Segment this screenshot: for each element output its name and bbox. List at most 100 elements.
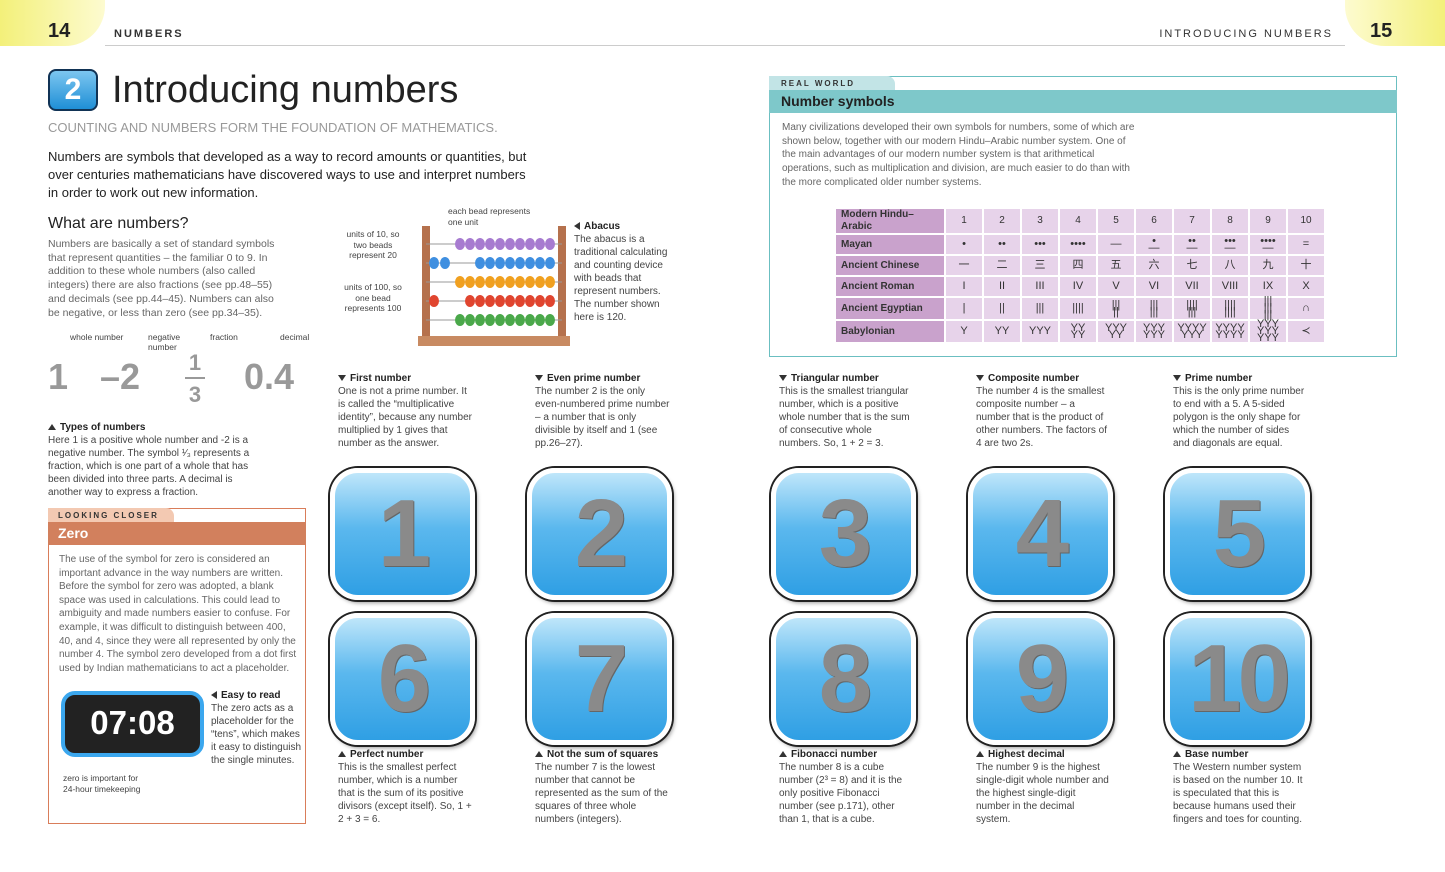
real-world-box: REAL WORLD Number symbols Many civilizat… [769, 76, 1397, 357]
table-cell: YY YY [1060, 321, 1096, 342]
table-cell: 5 [1098, 209, 1134, 233]
table-cell: 三 [1022, 256, 1058, 275]
table-cell: 6 [1136, 209, 1172, 233]
bead [485, 276, 495, 288]
number-card: 8 [771, 613, 916, 745]
table-cell: 八 [1212, 256, 1248, 275]
table-cell: ||| [1022, 298, 1058, 319]
icon [535, 751, 543, 758]
title: Introducing numbers [112, 69, 459, 111]
caption-text: This is the smallest perfect number, whi… [338, 762, 472, 825]
caption: Not the sum of squares The number 7 is th… [535, 748, 670, 826]
card-digit: 9 [1015, 625, 1069, 732]
icon [779, 375, 787, 382]
bead [535, 295, 545, 307]
table-cell: — [1098, 235, 1134, 254]
page-number: 14 [48, 20, 71, 42]
bead [495, 276, 505, 288]
table-cell: 四 [1060, 256, 1096, 275]
card-digit: 6 [377, 625, 431, 732]
table-cell: 1 [946, 209, 982, 233]
table-cell: Y [946, 321, 982, 342]
icon [574, 222, 580, 231]
bead [495, 295, 505, 307]
page-tab [0, 0, 105, 46]
table-cell: 十 [1288, 256, 1324, 275]
table-cell: 一 [946, 256, 982, 275]
table-cell: Mayan [836, 235, 944, 254]
table-cell: IV [1060, 277, 1096, 296]
caption: Perfect number This is the smallest perfe… [338, 748, 473, 826]
table-cell: Modern Hindu–Arabic [836, 209, 944, 233]
table-cell: || [984, 298, 1020, 319]
table-row: Modern Hindu–Arabic 1 2 3 4 5 6 7 8 9 10 [836, 209, 1324, 233]
icon [976, 375, 984, 382]
number-symbol: 1 [48, 356, 69, 397]
bead [545, 295, 555, 307]
denominator: 3 [188, 382, 202, 407]
bead [505, 257, 515, 269]
table-cell: • — [1136, 235, 1172, 254]
icon [976, 751, 984, 758]
box-title: Zero [48, 522, 306, 545]
table-cell: ||| || [1098, 298, 1134, 319]
table-cell: •• — [1174, 235, 1210, 254]
table-cell: = [1288, 235, 1324, 254]
caption: Base number The Western number system is … [1173, 748, 1308, 826]
chapter-badge: 2 [48, 69, 98, 111]
bead [440, 257, 450, 269]
heading: What are numbers? [48, 215, 189, 232]
label: fraction [210, 332, 238, 342]
bead [485, 295, 495, 307]
bead [535, 276, 545, 288]
table-cell: | [946, 298, 982, 319]
caption-text: This is the smallest triangular number, … [779, 386, 910, 449]
bead [475, 257, 485, 269]
bead [429, 295, 439, 307]
table-cell: YYY [1022, 321, 1058, 342]
table-cell: IX [1250, 277, 1286, 296]
table-cell: 8 [1212, 209, 1248, 233]
icon [338, 751, 346, 758]
bead [475, 238, 485, 250]
icon [1173, 751, 1181, 758]
caption-title: Abacus [584, 221, 621, 232]
bead [495, 314, 505, 326]
box-tag: REAL WORLD [769, 76, 895, 90]
bead [515, 314, 525, 326]
table-cell: 3 [1022, 209, 1058, 233]
table-cell: 10 [1288, 209, 1324, 233]
number-card: 4 [968, 468, 1113, 600]
table-cell: ∩ [1288, 298, 1324, 319]
caption-title: Triangular number [791, 373, 879, 384]
number-symbol: 0.4 [244, 356, 295, 397]
number-card: 2 [527, 468, 672, 600]
bead [505, 295, 515, 307]
table-cell: I [946, 277, 982, 296]
caption: Highest decimal The number 9 is the highe… [976, 748, 1111, 826]
table-cell: VIII [1212, 277, 1248, 296]
label: decimal [280, 332, 310, 342]
table-cell: YYY YY [1098, 321, 1134, 342]
intro: Numbers are symbols that developed as a … [48, 149, 527, 200]
caption: Even prime number The number 2 is the onl… [535, 372, 670, 450]
section-label: NUMBERS [114, 28, 184, 40]
bead [525, 238, 535, 250]
table-cell: II [984, 277, 1020, 296]
label: units of 100, so one bead represents 100 [344, 282, 402, 313]
caption-title: Highest decimal [988, 749, 1065, 760]
bead [455, 238, 465, 250]
card-digit: 4 [1015, 480, 1069, 587]
label: negative number [148, 332, 181, 352]
clock-note: zero is important for 24-hour timekeepin… [63, 773, 141, 794]
table-cell: ••• — [1212, 235, 1248, 254]
caption-title: Not the sum of squares [547, 749, 659, 760]
fraction-bar [185, 377, 205, 379]
caption: Triangular number This is the smallest tr… [779, 372, 914, 450]
looking-closer-box: LOOKING CLOSER Zero The use of the symbo… [48, 508, 306, 824]
subtitle: COUNTING AND NUMBERS FORM THE FOUNDATION… [48, 120, 498, 135]
icon [1173, 375, 1181, 382]
caption-text: This is the only prime number to end wit… [1173, 386, 1305, 449]
card-digit: 8 [818, 625, 872, 732]
table-row: Ancient Chinese 一二三四五六七八九十 [836, 256, 1324, 275]
